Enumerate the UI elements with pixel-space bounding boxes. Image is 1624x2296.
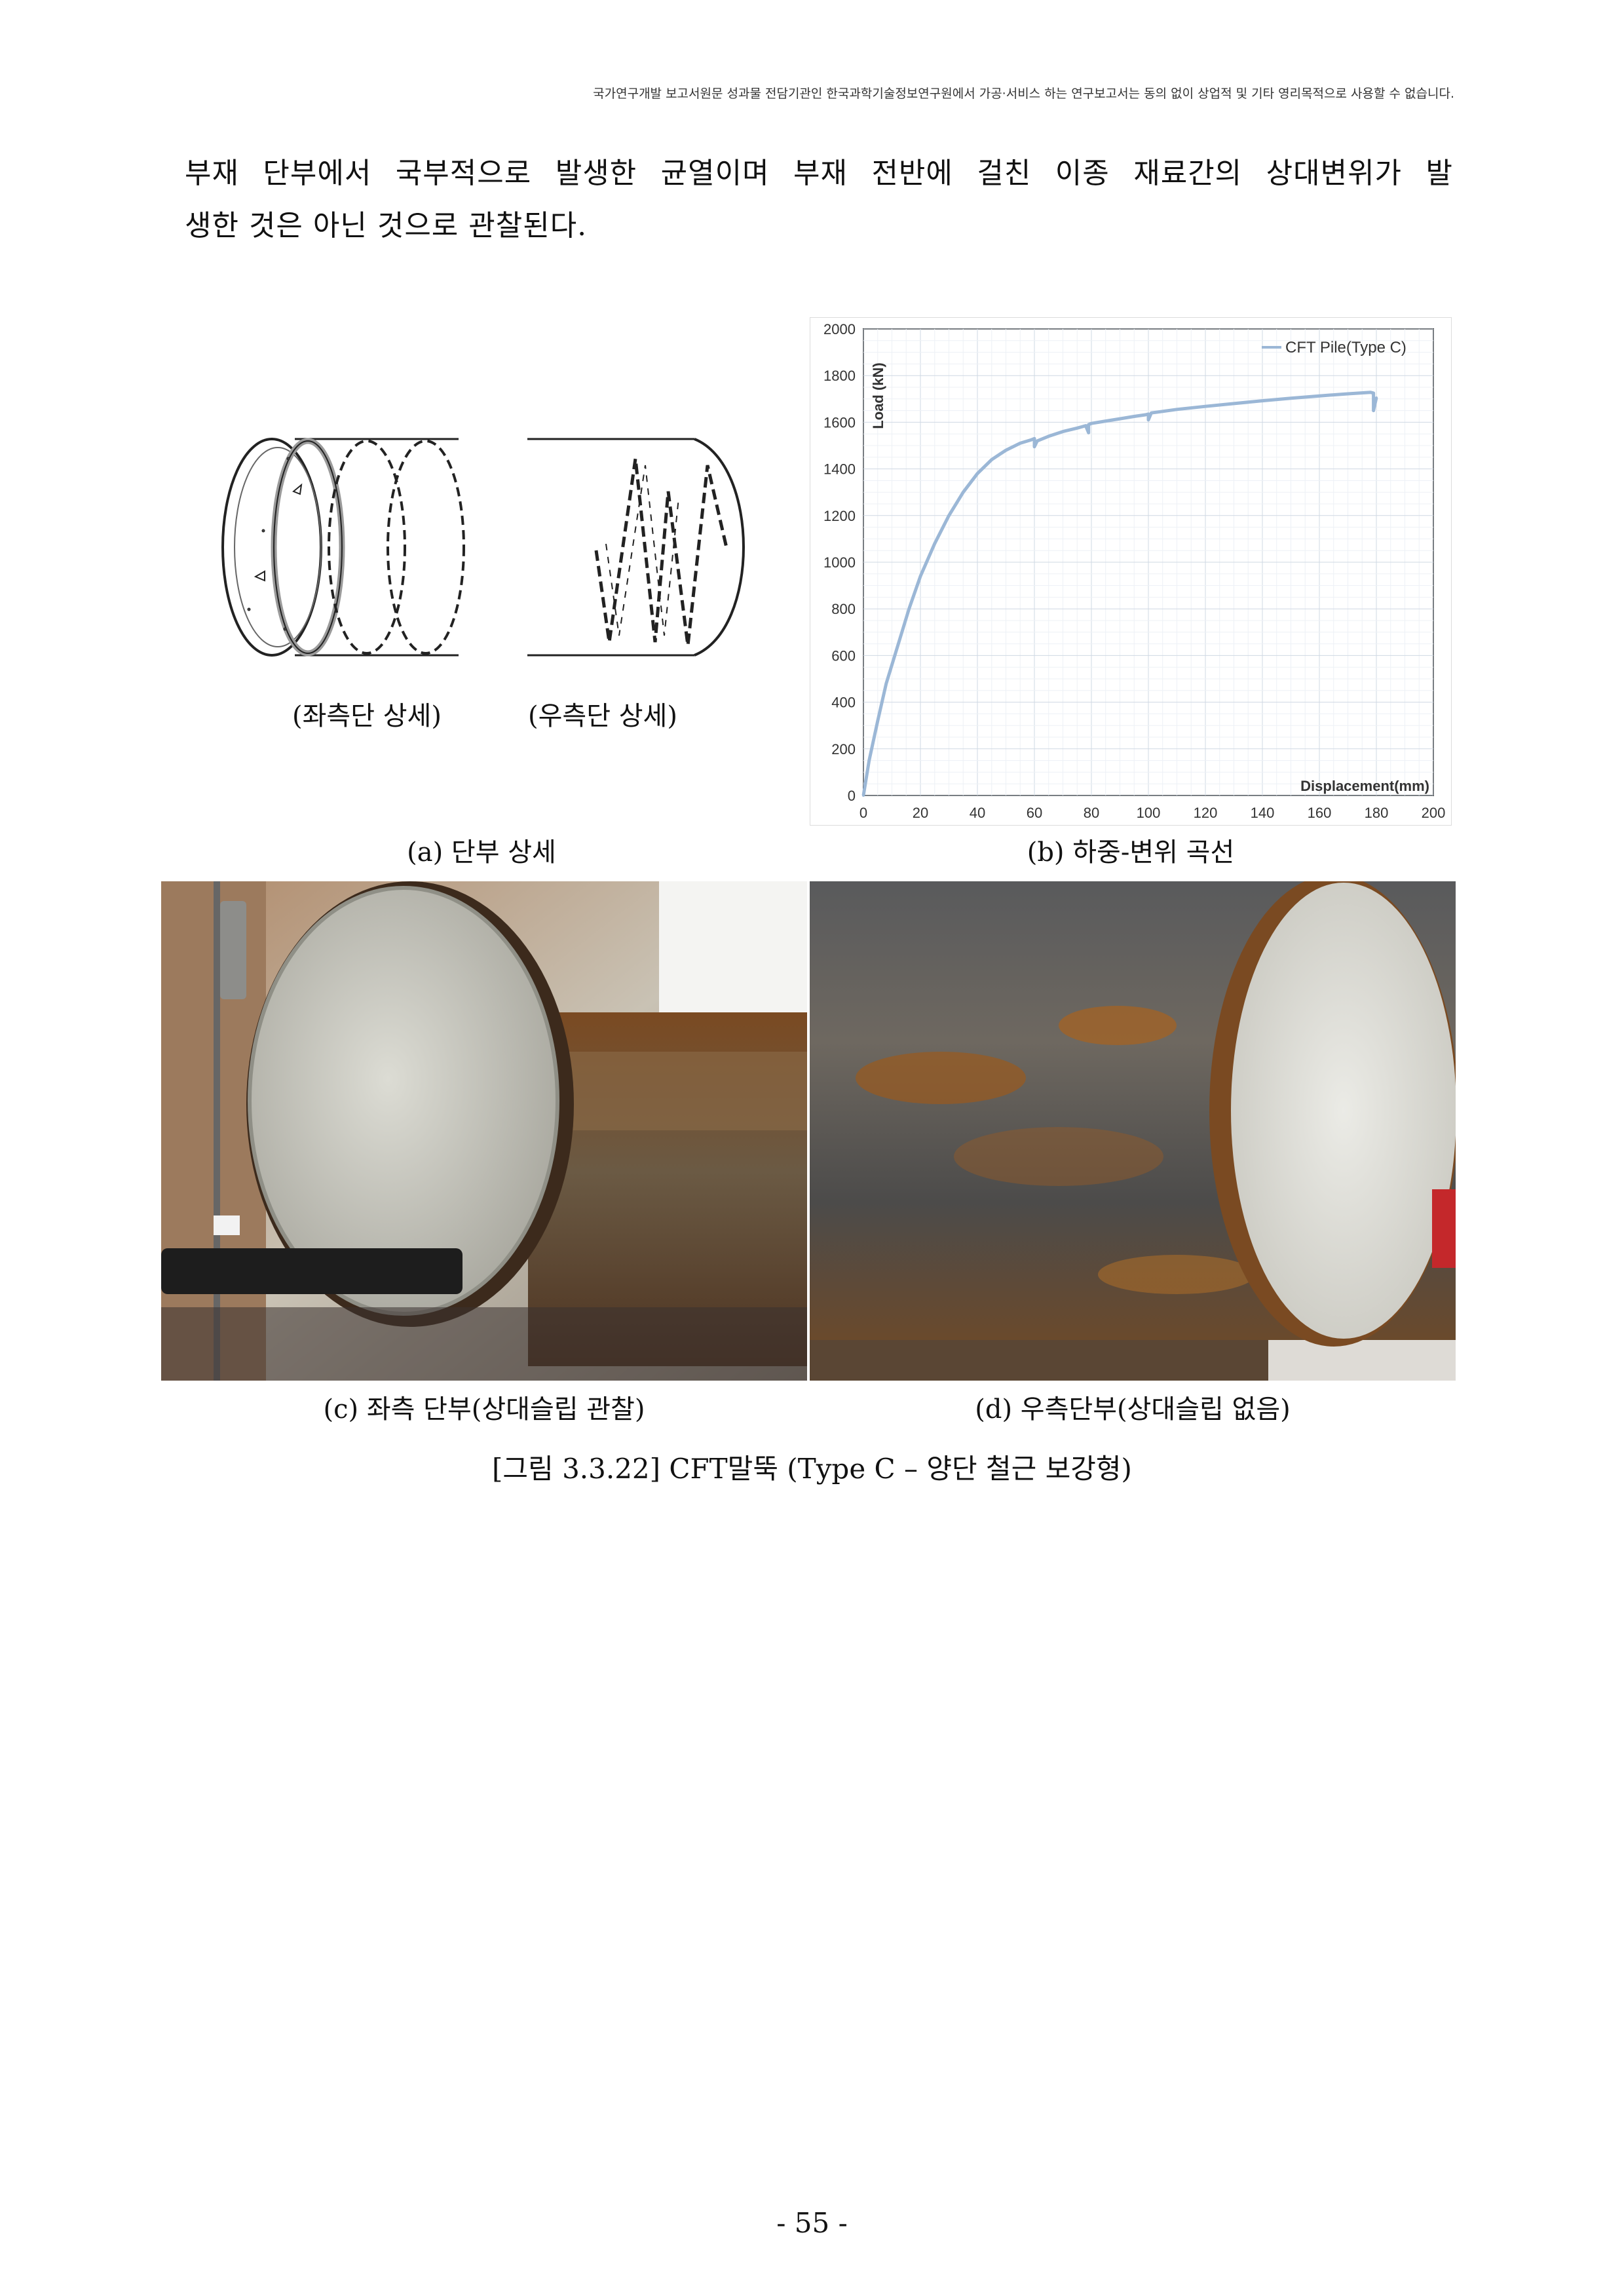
y-axis-label: Load (kN) (870, 362, 886, 429)
page-number: - 55 - (776, 2207, 848, 2239)
data-point (1004, 449, 1008, 452)
right-end-detail-label: (우측단 상세) (528, 701, 677, 731)
x-tick-label: 120 (1194, 805, 1218, 821)
data-point (1047, 434, 1050, 438)
right-end-sketch (527, 438, 745, 657)
legend-label: CFT Pile(Type C) (1285, 339, 1407, 356)
data-point (1133, 415, 1136, 418)
data-point (1372, 409, 1375, 412)
x-tick-label: 100 (1137, 805, 1161, 821)
data-point (962, 491, 965, 494)
data-point (1175, 408, 1179, 411)
tick-labels: 0 20 40 60 80 100 120 140 160 180 2000200400600800… (823, 321, 1445, 821)
y-tick-label: 2000 (823, 321, 856, 337)
data-point (1087, 423, 1090, 426)
y-tick-label: 1600 (823, 414, 856, 430)
caption-b: (b) 하중-변위 곡선 (1027, 837, 1235, 868)
data-point (933, 542, 936, 545)
y-tick-label: 600 (831, 647, 856, 664)
data-point (1369, 391, 1372, 394)
data-point (1150, 411, 1153, 415)
x-tick-label: 20 (913, 805, 928, 821)
data-point (867, 759, 871, 762)
x-tick-label: 160 (1308, 805, 1332, 821)
end-detail-sketch (221, 438, 745, 657)
data-point (876, 719, 879, 723)
data-point (1033, 445, 1036, 448)
y-tick-label: 1200 (823, 508, 856, 524)
x-tick-label: 40 (970, 805, 985, 821)
y-tick-label: 1800 (823, 368, 856, 384)
caption-c: (c) 좌측 단부(상대슬립 관찰) (323, 1394, 645, 1425)
data-point (1144, 413, 1147, 417)
data-point (1204, 405, 1207, 408)
left-end-sketch (221, 438, 465, 657)
data-point (976, 472, 979, 475)
data-point (1147, 412, 1150, 415)
body-text-line-2: 생한 것은 아닌 것으로 관찰된다. (185, 209, 588, 242)
data-point (1289, 396, 1293, 400)
x-tick-label: 80 (1084, 805, 1099, 821)
caption-d: (d) 우측단부(상대슬립 없음) (975, 1394, 1291, 1425)
data-point (1019, 442, 1022, 445)
data-point (884, 682, 888, 685)
body-text-line-1: 부재 단부에서 국부적으로 발생한 균열이며 부재 전반에 걸친 이종 재료간의… (185, 157, 1453, 190)
data-point (907, 607, 911, 611)
y-tick-label: 1400 (823, 461, 856, 478)
data-point (1087, 431, 1090, 434)
x-tick-label: 180 (1365, 805, 1389, 821)
copyright-notice: 국가연구개발 보고서원문 성과물 전담기관인 한국과학기술정보연구원에서 가공·… (593, 86, 1454, 101)
data-point (1147, 418, 1150, 421)
data-point (1084, 424, 1087, 427)
x-tick-label: 0 (859, 805, 867, 821)
data-point (990, 458, 993, 461)
x-axis-label: Displacement(mm) (1300, 778, 1429, 794)
data-point (1033, 437, 1036, 440)
caption-a: (a) 단부 상세 (407, 837, 556, 868)
figure-caption: [그림 3.3.22] CFT말뚝 (Type C – 양단 철근 보강형) (492, 1453, 1132, 1485)
data-point (1030, 438, 1033, 442)
x-tick-label: 200 (1422, 805, 1446, 821)
data-point (1076, 427, 1079, 430)
y-tick-label: 800 (831, 601, 856, 617)
data-point (1104, 419, 1107, 423)
x-tick-label: 140 (1251, 805, 1275, 821)
data-point (1118, 417, 1122, 421)
data-point (947, 514, 951, 517)
data-point (919, 575, 922, 578)
y-tick-label: 1000 (823, 554, 856, 571)
data-point (1375, 396, 1378, 400)
left-end-detail-label: (좌측단 상세) (292, 701, 442, 731)
left-end-photo (161, 881, 807, 1381)
y-tick-label: 0 (848, 788, 856, 804)
data-point (1061, 430, 1065, 433)
data-point (896, 645, 899, 648)
y-tick-label: 200 (831, 741, 856, 757)
data-point (1318, 394, 1321, 398)
right-end-photo (810, 881, 1456, 1381)
load-displacement-chart: 0 20 40 60 80 100 120 140 160 180 2000200400600800… (810, 317, 1452, 826)
data-point (1036, 439, 1039, 442)
data-point (1232, 402, 1236, 405)
data-point (1372, 391, 1375, 394)
grid (863, 328, 1434, 796)
data-point (1261, 399, 1264, 402)
data-point (1090, 422, 1093, 425)
y-tick-label: 400 (831, 695, 856, 711)
data-point (862, 794, 865, 797)
data-point (1346, 392, 1350, 395)
x-tick-label: 60 (1027, 805, 1042, 821)
